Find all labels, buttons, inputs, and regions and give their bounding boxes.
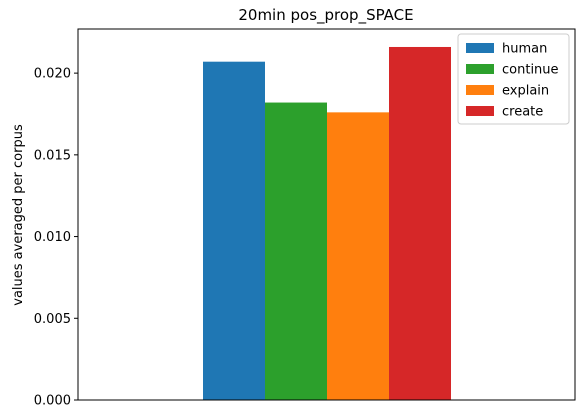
legend-label-explain: explain (502, 84, 549, 99)
legend-swatch-human (466, 43, 494, 53)
bar-explain (327, 112, 389, 401)
legend: human continue explain create (457, 33, 570, 125)
legend-swatch-explain (466, 85, 494, 95)
legend-swatch-continue (466, 64, 494, 74)
y-tick-label: 0.010 (34, 230, 71, 245)
y-tick-label: 0.020 (34, 67, 71, 82)
legend-label-continue: continue (502, 63, 559, 78)
y-axis-label: values averaged per corpus (11, 124, 26, 306)
y-axis: 0.000 0.005 0.010 0.015 0.020 (34, 67, 78, 409)
plot-frame (77, 28, 576, 401)
chart-title: 20min pos_prop_SPACE (238, 6, 413, 25)
bar-create (389, 46, 451, 401)
y-tick-label: 0.005 (34, 312, 71, 327)
y-tick-label: 0.015 (34, 148, 71, 163)
bars-group (203, 46, 451, 401)
legend-label-create: create (502, 105, 543, 120)
bar-human (203, 61, 265, 400)
bar-continue (265, 102, 327, 400)
legend-label-human: human (502, 42, 547, 57)
legend-swatch-create (466, 106, 494, 116)
y-tick-label: 0.000 (34, 394, 71, 409)
legend-box (457, 33, 570, 125)
